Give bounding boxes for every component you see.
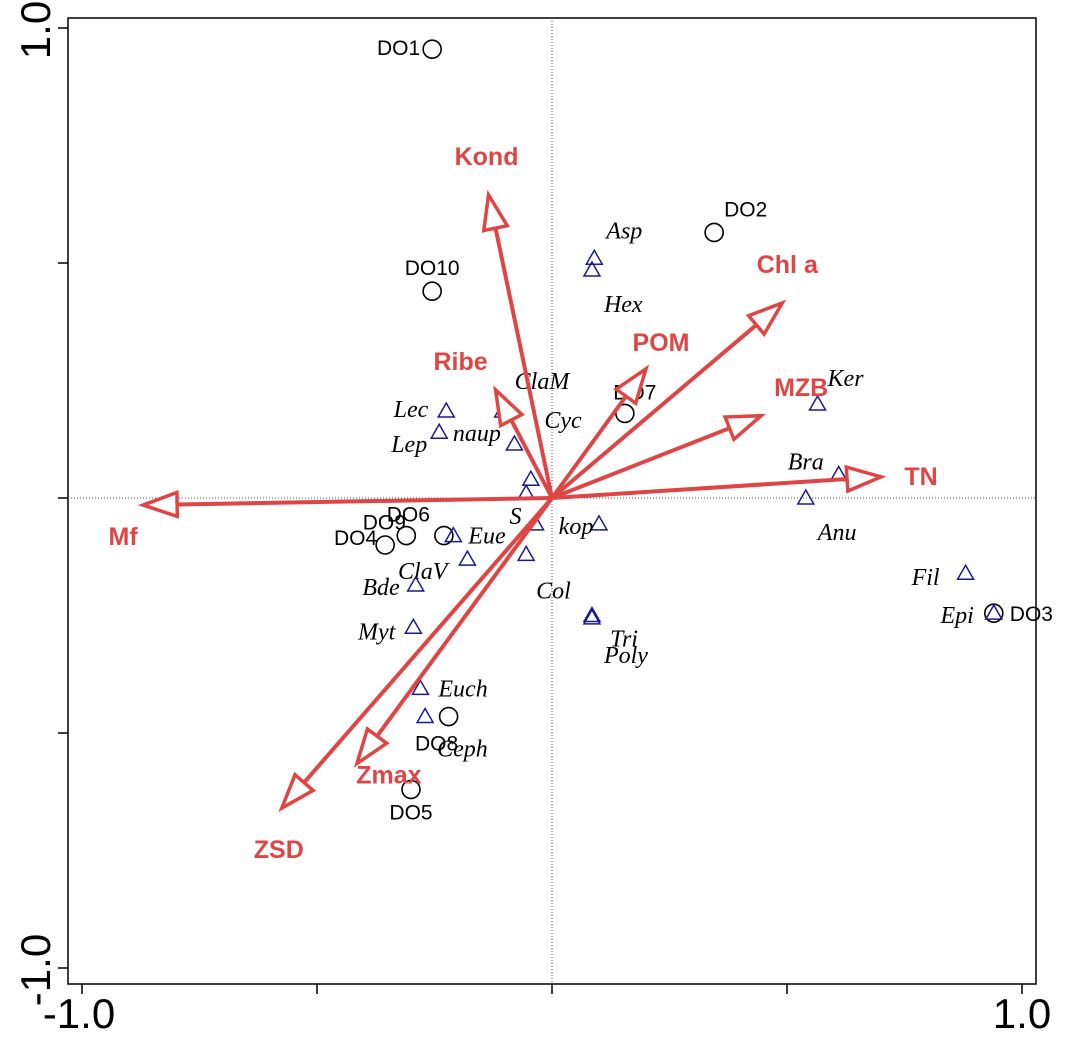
site-marker [375, 535, 395, 555]
vector-arrowhead [844, 464, 887, 494]
species-marker [444, 526, 463, 543]
species-label: ClaV [398, 559, 450, 585]
vector-arrowhead [481, 189, 511, 233]
species-marker [415, 707, 435, 724]
species-label: Fil [911, 565, 940, 591]
x-tick-label-min: -1.0 [43, 990, 115, 1037]
vector-arrowhead [722, 413, 767, 443]
x-tick-label-max: 1.0 [993, 990, 1051, 1037]
species-marker [436, 401, 456, 418]
vector-line [375, 496, 554, 738]
site-marker [396, 525, 417, 546]
species-label: Ker [827, 366, 865, 392]
species-marker [406, 575, 425, 592]
site-marker [434, 525, 454, 546]
vector-line [177, 496, 553, 507]
site-label: DO1 [377, 37, 420, 60]
site-label: DO2 [724, 198, 767, 221]
species-marker [458, 549, 477, 566]
site-label: DO3 [1010, 603, 1053, 626]
species-label: Epi [939, 603, 973, 629]
species-marker [796, 488, 816, 505]
species-marker [808, 394, 827, 411]
site-label: DO5 [389, 801, 432, 824]
species-label: Col [536, 578, 571, 604]
vector-line [302, 496, 554, 784]
vector-label: Ribe [434, 348, 488, 376]
site-points: DO1DO2DO3DO4DO5DO6DO7DO8DO9DO10 [334, 37, 1053, 824]
species-label: Poly [603, 643, 648, 669]
site-marker [401, 779, 421, 800]
vector-arrowhead [493, 385, 525, 429]
vector-arrowhead [613, 364, 650, 407]
species-label: Lep [390, 432, 427, 458]
vector-label: Kond [455, 143, 519, 171]
vector-label: Zmax [356, 762, 421, 790]
species-marker [516, 544, 536, 562]
species-label: Bde [362, 575, 400, 601]
species-label: Eue [467, 524, 506, 550]
species-marker [505, 434, 524, 451]
species-label: ClaM [515, 369, 572, 395]
species-marker [956, 563, 975, 580]
vector-line [550, 395, 628, 500]
site-label: DO8 [415, 733, 458, 756]
species-label: naup [453, 421, 501, 447]
vector-arrowhead [278, 771, 317, 813]
site-label: DO9 [363, 512, 406, 535]
site-marker [422, 39, 442, 59]
species-marker [582, 608, 602, 625]
species-label: Euch [437, 676, 487, 702]
species-label: Anu [816, 520, 857, 546]
species-label: Hex [603, 292, 643, 318]
species-label: S [510, 504, 522, 530]
site-marker [422, 281, 442, 302]
vector-line [550, 323, 758, 500]
species-label: Myt [357, 619, 397, 645]
y-tick-label-min: -1.0 [12, 934, 59, 1006]
vector-label: Mf [109, 523, 139, 551]
vector-label: Chl a [757, 251, 819, 279]
vector-line [551, 426, 731, 500]
site-marker [438, 706, 459, 727]
site-label: DO10 [405, 257, 460, 280]
vector-line [509, 419, 554, 499]
species-label: Ceph [437, 737, 488, 763]
species-marker [404, 617, 423, 634]
y-tick-label-max: 1.0 [12, 1, 59, 59]
vector-line [551, 477, 848, 500]
vector-label: MZB [774, 374, 828, 402]
site-label: DO4 [334, 527, 378, 550]
vector-label: POM [633, 329, 690, 357]
species-label: Tri [610, 627, 638, 653]
species-marker [984, 603, 1004, 620]
species-marker [521, 469, 541, 486]
environment-vectors: Kond Chl a POM Ribe MZB TN Mf Zmax ZSD [109, 143, 938, 864]
vector-label: ZSD [254, 836, 304, 864]
species-label: Asp [604, 218, 642, 244]
vector-label: TN [904, 463, 937, 491]
vector-arrowhead [137, 489, 180, 519]
species-marker [582, 260, 602, 277]
vector-arrowhead [353, 726, 390, 768]
site-label: DO6 [387, 504, 430, 527]
species-marker [429, 422, 449, 439]
species-marker [582, 605, 602, 623]
species-label: Bra [788, 450, 824, 476]
species-label: kop [559, 514, 594, 540]
species-label: Lec [393, 397, 429, 423]
species-label: Cyc [544, 408, 582, 434]
axis-ticks [58, 27, 1023, 994]
species-marker [585, 248, 604, 266]
vector-arrowhead [745, 299, 787, 338]
vector-line [493, 227, 554, 499]
site-marker [704, 222, 724, 243]
species-marker [411, 678, 430, 696]
species-marker [589, 514, 609, 531]
